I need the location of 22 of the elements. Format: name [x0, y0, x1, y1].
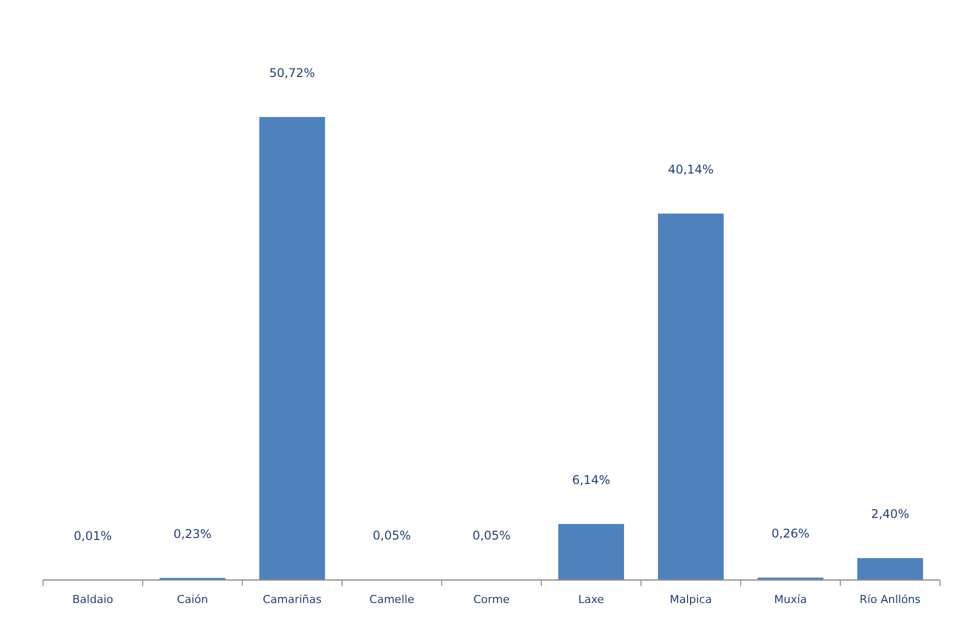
x-tick-label: Malpica [670, 593, 712, 606]
data-label: 40,14% [668, 162, 714, 177]
x-tick-label: Muxía [774, 593, 807, 606]
x-tick-label: Caión [176, 593, 208, 606]
x-tick-label: Laxe [578, 593, 604, 606]
data-label: 50,72% [269, 66, 316, 80]
bar [857, 558, 924, 580]
x-tick-label: Camariñas [262, 593, 322, 606]
x-tick-label: Río Anllóns [860, 593, 921, 606]
data-label: 0,05% [472, 528, 511, 543]
bar [658, 214, 724, 580]
data-label: 6,14% [572, 472, 610, 487]
data-label: 2,40% [871, 507, 910, 522]
x-tick-label: Corme [473, 593, 510, 606]
bar [259, 117, 326, 580]
bar [558, 524, 624, 580]
data-label: 0,05% [372, 528, 411, 543]
data-label: 0,26% [771, 526, 810, 541]
data-label: 0,01% [74, 528, 112, 543]
x-tick-label: Baldaio [72, 593, 114, 606]
data-label: 0,23% [173, 526, 212, 541]
x-tick-label: Camelle [369, 593, 414, 606]
